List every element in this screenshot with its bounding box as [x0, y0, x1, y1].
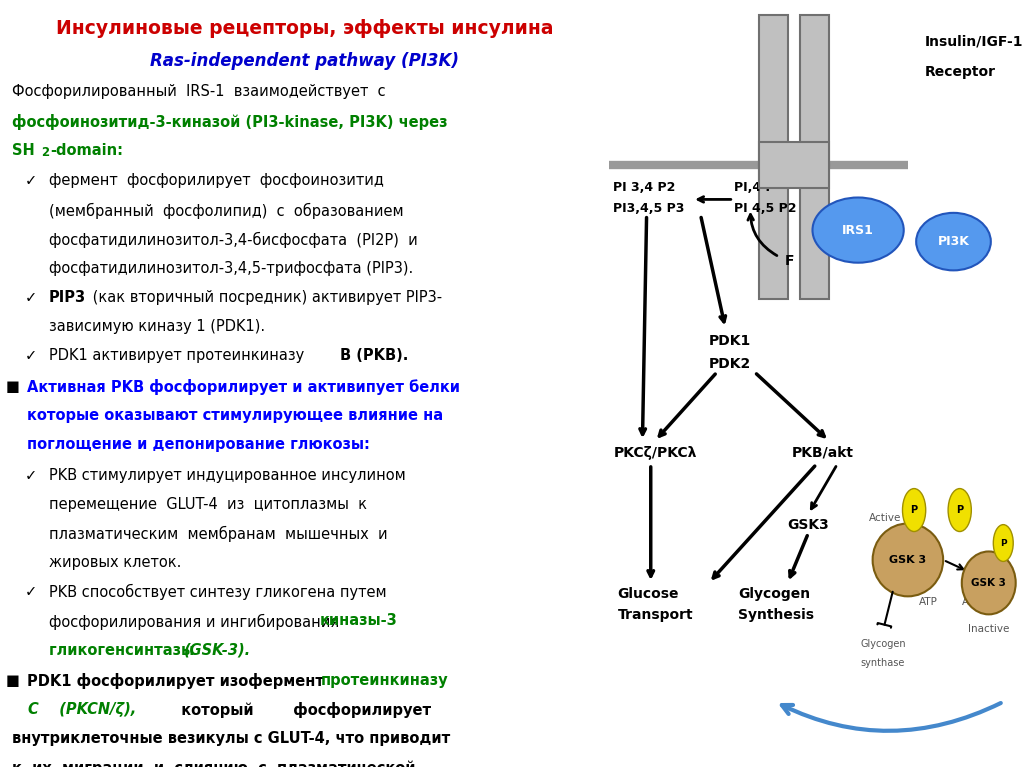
- Text: (мембранный  фосфолипид)  с  образованием: (мембранный фосфолипид) с образованием: [49, 202, 403, 219]
- Text: F: F: [785, 254, 795, 268]
- Text: Synthesis: Synthesis: [738, 608, 814, 622]
- Text: ✓: ✓: [25, 468, 37, 482]
- Circle shape: [948, 489, 972, 532]
- Text: PKB/akt: PKB/akt: [792, 446, 854, 459]
- Text: PKB стимулирует индуцированное инсулином: PKB стимулирует индуцированное инсулином: [49, 468, 406, 482]
- Text: GSK 3: GSK 3: [972, 578, 1007, 588]
- Text: Inactive: Inactive: [968, 624, 1010, 634]
- Text: PI,4 P: PI,4 P: [733, 182, 774, 194]
- Text: поглощение и депонирование глюкозы:: поглощение и депонирование глюкозы:: [28, 437, 371, 452]
- Text: GSK3: GSK3: [787, 518, 829, 532]
- Text: Glycogen: Glycogen: [738, 588, 810, 601]
- Text: киназы-3: киназы-3: [319, 614, 397, 628]
- Text: C: C: [28, 703, 38, 717]
- Text: внутриклеточные везикулы с GLUT-4, что приводит: внутриклеточные везикулы с GLUT-4, что п…: [12, 732, 451, 746]
- Text: GSK 3: GSK 3: [889, 555, 927, 565]
- Bar: [800, 165, 829, 299]
- Text: PKB способствует синтезу гликогена путем: PKB способствует синтезу гликогена путем: [49, 584, 386, 601]
- Text: PI3,4,5 P3: PI3,4,5 P3: [613, 202, 685, 215]
- Text: Receptor: Receptor: [925, 65, 995, 79]
- Text: PIP3: PIP3: [49, 290, 86, 304]
- Text: протеинкиназу: протеинкиназу: [322, 673, 449, 688]
- Text: PKCζ/PKCλ: PKCζ/PKCλ: [613, 446, 696, 459]
- Text: PI 4,5 P2: PI 4,5 P2: [733, 202, 797, 215]
- Text: плазматическим  мембранам  мышечных  и: плазматическим мембранам мышечных и: [49, 526, 387, 542]
- Bar: [800, 15, 829, 165]
- Text: PDK1 активирует протеинкиназу: PDK1 активирует протеинкиназу: [49, 348, 308, 363]
- Text: фосфорилирует: фосфорилирует: [284, 703, 431, 718]
- Text: которые оказывают стимулирующее влияние на: которые оказывают стимулирующее влияние …: [28, 408, 443, 423]
- Text: Фосфорилированный  IRS-1  взаимодействует  с: Фосфорилированный IRS-1 взаимодействует …: [12, 84, 386, 100]
- Text: Glucose: Glucose: [617, 588, 679, 601]
- Text: ✓: ✓: [25, 173, 37, 188]
- Text: фосфоинозитид-3-киназой (PI3-kinase, PI3K) через: фосфоинозитид-3-киназой (PI3-kinase, PI3…: [12, 114, 447, 130]
- Text: P: P: [910, 505, 918, 515]
- Text: P: P: [956, 505, 964, 515]
- Text: фосфорилирования и ингибирования: фосфорилирования и ингибирования: [49, 614, 344, 630]
- Text: Insulin/IGF-1: Insulin/IGF-1: [925, 35, 1023, 48]
- Bar: [759, 142, 829, 188]
- Text: P: P: [1000, 538, 1007, 548]
- Ellipse shape: [872, 523, 943, 597]
- Text: (как вторичный посредник) активирует PIP3-: (как вторичный посредник) активирует PIP…: [88, 290, 442, 304]
- Text: SH: SH: [12, 143, 35, 158]
- Text: ✓: ✓: [25, 584, 37, 599]
- Text: ■: ■: [6, 379, 19, 393]
- Circle shape: [902, 489, 926, 532]
- Text: Активная PKB фосфорилирует и активипует белки: Активная PKB фосфорилирует и активипует …: [28, 379, 461, 395]
- Text: ATP: ATP: [920, 597, 938, 607]
- Text: PDK1 фосфорилирует изофермент: PDK1 фосфорилирует изофермент: [28, 673, 330, 689]
- Text: 2: 2: [41, 146, 49, 159]
- Text: Transport: Transport: [617, 608, 693, 622]
- Text: -domain:: -domain:: [50, 143, 123, 158]
- Text: Инсулиновые рецепторы, эффекты инсулина: Инсулиновые рецепторы, эффекты инсулина: [56, 19, 553, 38]
- Text: IRS1: IRS1: [842, 224, 874, 236]
- Text: (GSK-3).: (GSK-3).: [184, 643, 251, 657]
- Bar: [759, 15, 787, 165]
- Text: ✓: ✓: [25, 348, 37, 363]
- Text: фосфатидилинозитол-3,4-бисфосфата  (PI2P)  и: фосфатидилинозитол-3,4-бисфосфата (PI2P)…: [49, 232, 418, 248]
- Text: PI 3,4 P2: PI 3,4 P2: [613, 182, 676, 194]
- Text: который: который: [171, 703, 253, 718]
- Circle shape: [993, 525, 1013, 561]
- Text: synthase: synthase: [861, 658, 905, 669]
- Text: зависимую киназу 1 (PDK1).: зависимую киназу 1 (PDK1).: [49, 319, 265, 334]
- Ellipse shape: [916, 212, 991, 270]
- Bar: [759, 165, 787, 299]
- Text: Ras-independent pathway (PI3K): Ras-independent pathway (PI3K): [151, 52, 459, 70]
- Text: PI3K: PI3K: [938, 235, 970, 248]
- Text: ■: ■: [6, 673, 19, 688]
- Text: Active: Active: [869, 512, 901, 523]
- Text: к  их  миграции  и  слиянию  с  плазматической: к их миграции и слиянию с плазматической: [12, 761, 416, 767]
- FancyArrowPatch shape: [782, 703, 1000, 731]
- Ellipse shape: [812, 198, 904, 262]
- Text: фермент  фосфорилирует  фосфоинозитид: фермент фосфорилирует фосфоинозитид: [49, 173, 384, 188]
- Text: жировых клеток.: жировых клеток.: [49, 555, 181, 570]
- Text: перемещение  GLUT-4  из  цитоплазмы  к: перемещение GLUT-4 из цитоплазмы к: [49, 497, 367, 512]
- Text: Glycogen: Glycogen: [860, 639, 906, 650]
- Text: PDK1: PDK1: [709, 334, 751, 348]
- Text: PDK2: PDK2: [709, 357, 751, 371]
- Text: фосфатидилинозитол-3,4,5-трифосфата (PIP3).: фосфатидилинозитол-3,4,5-трифосфата (PIP…: [49, 261, 413, 275]
- Text: ✓: ✓: [25, 290, 37, 304]
- Text: B (PKB).: B (PKB).: [340, 348, 409, 363]
- Ellipse shape: [962, 551, 1016, 614]
- Text: ADP: ADP: [962, 597, 983, 607]
- Text: гликогенсинтазы: гликогенсинтазы: [49, 643, 199, 657]
- Text: (PKCN/ζ),: (PKCN/ζ),: [49, 703, 136, 717]
